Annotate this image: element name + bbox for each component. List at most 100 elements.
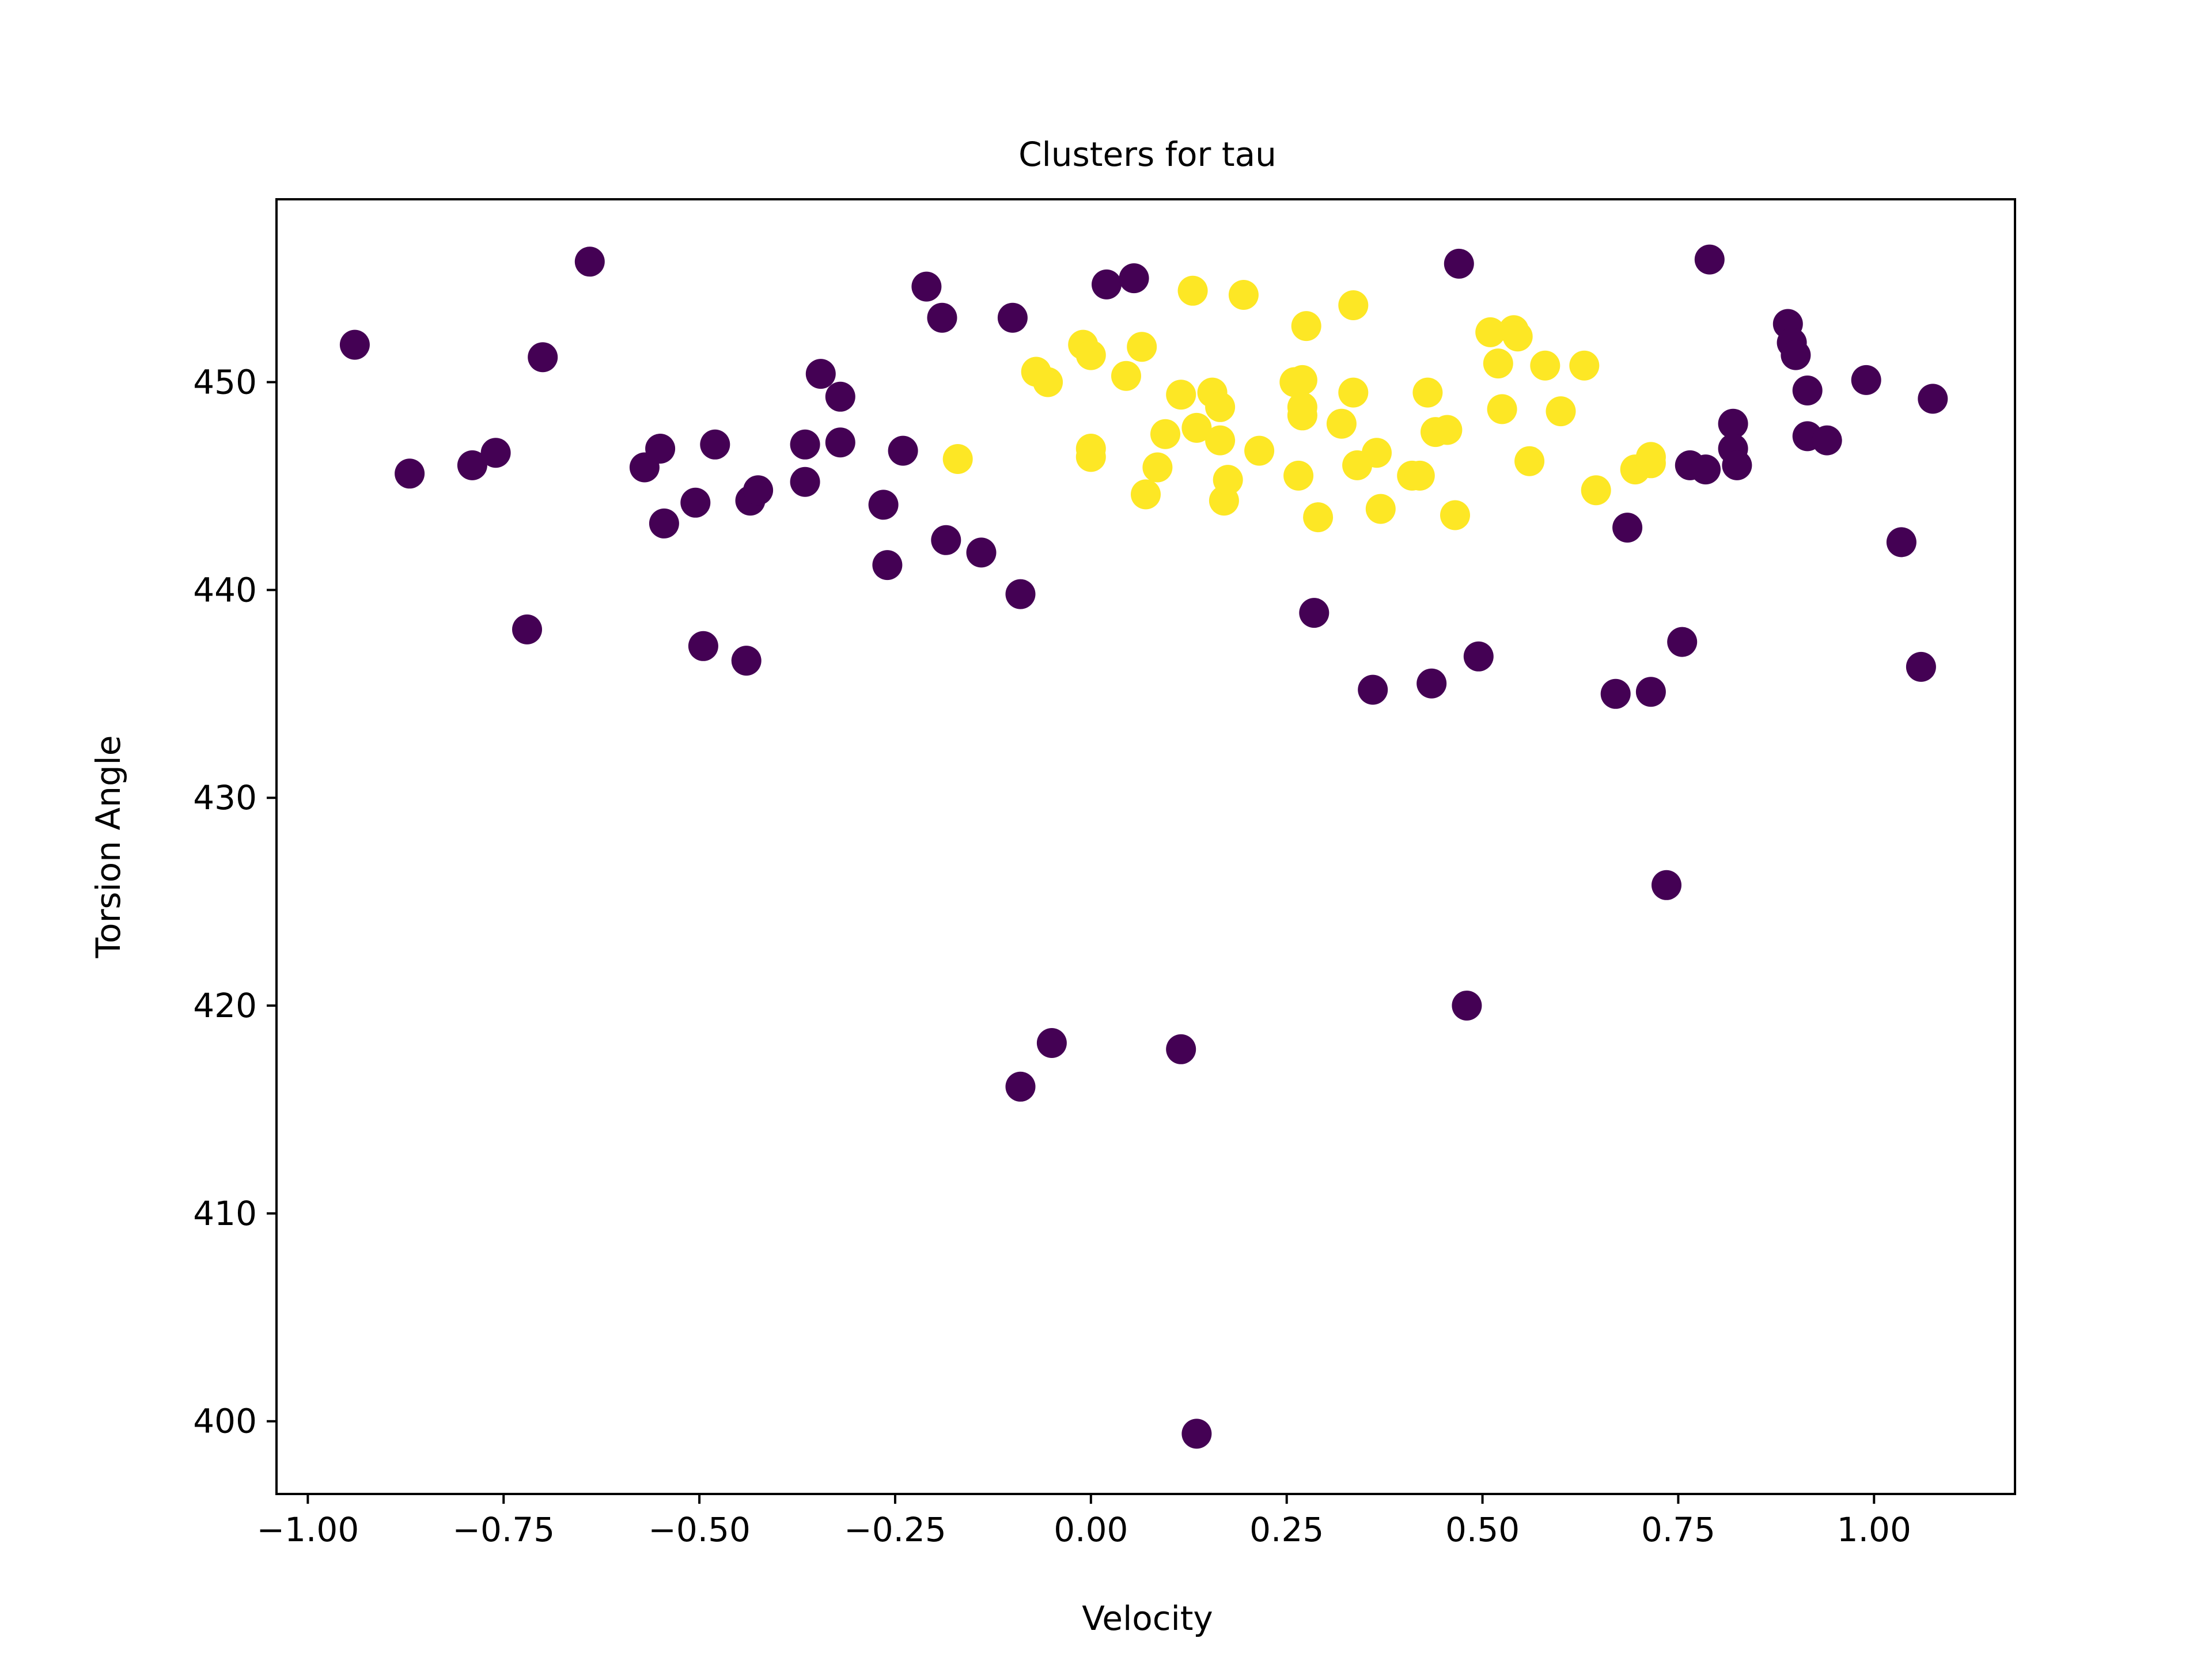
data-point: [480, 438, 511, 468]
data-point: [1886, 527, 1916, 558]
data-point: [997, 302, 1028, 333]
data-point: [1612, 513, 1643, 543]
data-point: [1530, 350, 1560, 381]
data-point: [1326, 408, 1357, 439]
x-axis: −1.00 −0.75 −0.50 −0.25 0.00 0.25 0.50 0.75 1.00: [257, 1494, 1911, 1549]
data-point: [1581, 475, 1611, 506]
data-point: [1440, 500, 1470, 530]
data-point: [1299, 598, 1330, 628]
data-point: [1181, 412, 1212, 443]
data-point: [1906, 651, 1936, 682]
x-tick-label: −0.50: [648, 1510, 751, 1549]
data-point: [790, 467, 820, 497]
data-point: [1569, 350, 1600, 381]
data-point: [688, 631, 718, 661]
data-point: [1111, 361, 1141, 391]
data-point: [1005, 1071, 1036, 1102]
data-point: [1652, 870, 1681, 900]
data-point: [743, 475, 774, 506]
data-point: [911, 271, 942, 302]
data-point: [731, 646, 762, 676]
y-tick-label: 410: [193, 1194, 257, 1233]
data-point: [1177, 275, 1208, 306]
data-point: [1404, 460, 1435, 491]
data-point: [927, 302, 957, 333]
plot-frame: [275, 198, 2016, 1495]
y-axis: 400 410 420 430 440 450: [193, 363, 276, 1441]
data-point: [1075, 442, 1106, 472]
data-point: [1722, 450, 1752, 480]
data-point: [1432, 415, 1463, 445]
data-point: [942, 444, 973, 474]
y-tick-label: 400: [193, 1402, 257, 1441]
data-point: [1918, 384, 1948, 414]
data-point: [1365, 494, 1396, 524]
data-point: [1205, 425, 1236, 456]
data-point: [1487, 394, 1517, 424]
x-tick-label: 0.50: [1445, 1510, 1520, 1549]
data-point: [1213, 465, 1243, 495]
data-point: [1444, 248, 1474, 279]
data-point: [872, 550, 903, 581]
data-point: [1127, 332, 1157, 362]
data-point: [457, 450, 487, 480]
data-point: [1667, 627, 1698, 657]
y-tick-label: 430: [193, 778, 257, 817]
data-point: [790, 429, 820, 460]
data-point: [1718, 408, 1748, 439]
data-point: [1792, 376, 1823, 405]
points-layer: [339, 244, 1948, 1449]
data-point: [1287, 392, 1317, 422]
y-tick-label: 450: [193, 363, 257, 402]
data-point: [1142, 452, 1173, 483]
data-point: [649, 508, 679, 539]
data-point: [1338, 377, 1369, 408]
data-point: [1452, 991, 1482, 1021]
data-point: [1244, 435, 1275, 466]
data-point: [1812, 425, 1842, 456]
data-point: [1150, 419, 1180, 449]
data-point: [1358, 674, 1388, 705]
y-tick-label: 420: [193, 986, 257, 1025]
x-tick-label: 1.00: [1837, 1510, 1911, 1549]
data-point: [1075, 340, 1106, 370]
data-point: [1362, 438, 1392, 468]
data-point: [680, 487, 711, 518]
data-point: [1502, 321, 1533, 352]
data-point: [1635, 677, 1666, 707]
data-point: [825, 381, 855, 412]
data-point: [1851, 365, 1881, 395]
data-point: [1475, 317, 1506, 347]
data-point: [1412, 377, 1443, 408]
data-point: [512, 614, 542, 644]
data-point: [1166, 380, 1196, 410]
data-point: [339, 329, 370, 360]
data-point: [966, 537, 997, 568]
data-point: [395, 458, 425, 489]
data-point: [1600, 678, 1631, 709]
data-point: [1303, 502, 1334, 533]
data-point: [1463, 641, 1494, 672]
data-point: [1546, 396, 1576, 427]
data-point: [1635, 442, 1666, 472]
data-point: [1166, 1034, 1196, 1064]
data-point: [1036, 1028, 1067, 1058]
data-point: [1033, 367, 1063, 397]
data-point: [574, 247, 605, 277]
data-point: [868, 490, 899, 520]
x-tick-label: 0.75: [1641, 1510, 1715, 1549]
data-point: [1694, 244, 1725, 275]
data-point: [1514, 446, 1545, 476]
data-point: [1283, 460, 1314, 491]
data-point: [805, 359, 836, 389]
chart-title: Clusters for tau: [1018, 135, 1277, 174]
data-point: [1338, 290, 1369, 320]
data-point: [1131, 479, 1161, 510]
x-axis-label: Velocity: [1082, 1599, 1213, 1638]
data-point: [645, 434, 676, 464]
y-axis-label: Torsion Angle: [89, 735, 128, 959]
data-point: [1287, 365, 1317, 395]
y-tick-label: 440: [193, 570, 257, 609]
